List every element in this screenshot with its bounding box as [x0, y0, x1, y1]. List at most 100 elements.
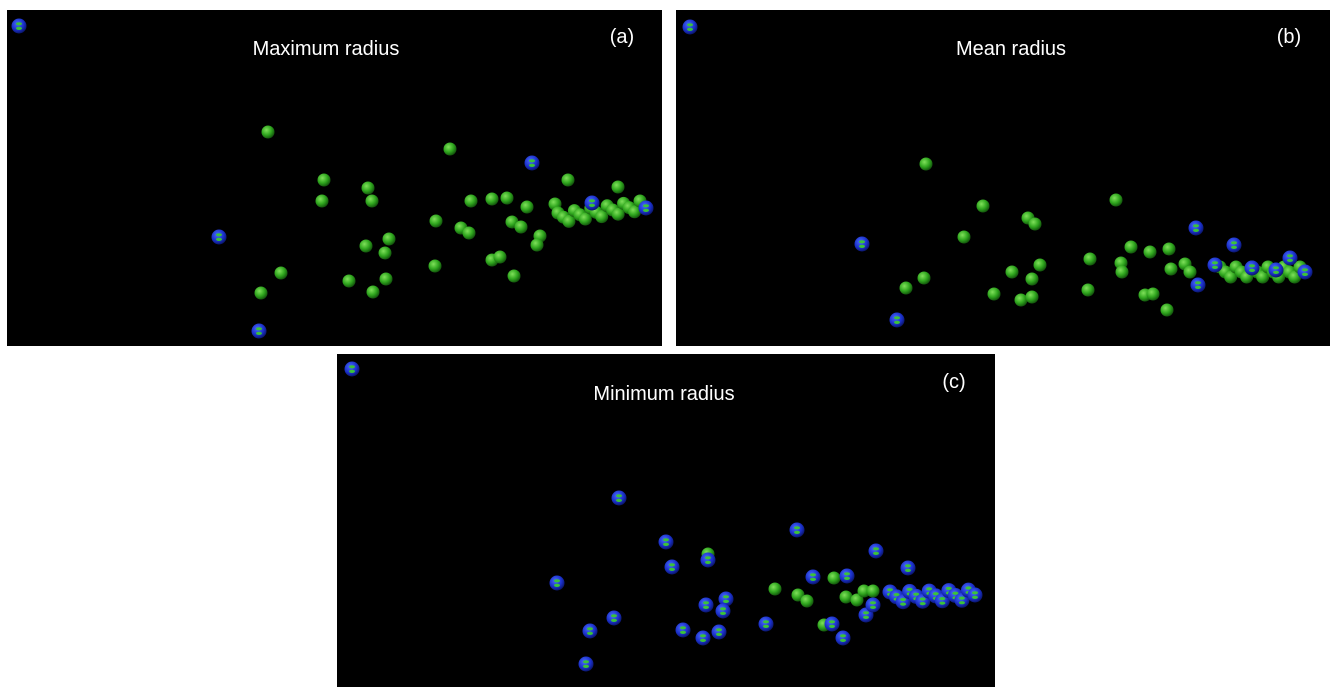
panel-title: Minimum radius — [593, 383, 734, 405]
green-sphere — [769, 583, 782, 596]
green-sphere — [379, 247, 392, 260]
blue-sphere — [869, 544, 884, 559]
green-sphere — [383, 233, 396, 246]
panel-label: (a) — [610, 26, 634, 48]
blue-sphere — [252, 324, 267, 339]
green-sphere — [958, 231, 971, 244]
panel-label: (c) — [942, 371, 965, 393]
blue-sphere — [585, 196, 600, 211]
blue-sphere — [683, 20, 698, 35]
green-sphere — [562, 174, 575, 187]
green-sphere — [918, 272, 931, 285]
green-sphere — [501, 192, 514, 205]
blue-sphere — [825, 617, 840, 632]
green-sphere — [612, 181, 625, 194]
green-sphere — [1084, 253, 1097, 266]
blue-sphere — [836, 631, 851, 646]
blue-sphere — [790, 523, 805, 538]
blue-sphere — [525, 156, 540, 171]
blue-sphere — [607, 611, 622, 626]
green-sphere — [988, 288, 1001, 301]
green-sphere — [867, 585, 880, 598]
green-sphere — [362, 182, 375, 195]
green-sphere — [840, 591, 853, 604]
green-sphere — [1034, 259, 1047, 272]
blue-sphere — [665, 560, 680, 575]
blue-sphere — [579, 657, 594, 672]
green-sphere — [1006, 266, 1019, 279]
blue-sphere — [712, 625, 727, 640]
green-sphere — [262, 126, 275, 139]
green-sphere — [977, 200, 990, 213]
figure: Maximum radius (a) Mean radius (b) Minim… — [0, 0, 1330, 687]
blue-sphere — [12, 19, 27, 34]
green-sphere — [920, 158, 933, 171]
panel-b — [676, 10, 1330, 346]
green-sphere — [1161, 304, 1174, 317]
green-sphere — [515, 221, 528, 234]
green-sphere — [275, 267, 288, 280]
blue-sphere — [583, 624, 598, 639]
blue-sphere — [1191, 278, 1206, 293]
blue-sphere — [659, 535, 674, 550]
green-sphere — [1147, 288, 1160, 301]
blue-sphere — [1189, 221, 1204, 236]
green-sphere — [801, 595, 814, 608]
green-sphere — [521, 201, 534, 214]
green-sphere — [1163, 243, 1176, 256]
blue-sphere — [716, 604, 731, 619]
green-sphere — [366, 195, 379, 208]
green-sphere — [1026, 291, 1039, 304]
page: Maximum radius (a) Mean radius (b) Minim… — [0, 0, 1330, 687]
panel-title: Maximum radius — [253, 38, 400, 60]
green-sphere — [463, 227, 476, 240]
green-sphere — [1125, 241, 1138, 254]
blue-sphere — [840, 569, 855, 584]
green-sphere — [900, 282, 913, 295]
blue-sphere — [550, 576, 565, 591]
green-sphere — [360, 240, 373, 253]
blue-sphere — [855, 237, 870, 252]
blue-sphere — [696, 631, 711, 646]
panel-title: Mean radius — [956, 38, 1066, 60]
green-sphere — [828, 572, 841, 585]
blue-sphere — [701, 553, 716, 568]
blue-sphere — [968, 588, 983, 603]
green-sphere — [1116, 266, 1129, 279]
green-sphere — [508, 270, 521, 283]
green-sphere — [1015, 294, 1028, 307]
green-sphere — [531, 239, 544, 252]
blue-sphere — [612, 491, 627, 506]
green-sphere — [1082, 284, 1095, 297]
blue-sphere — [345, 362, 360, 377]
blue-sphere — [212, 230, 227, 245]
green-sphere — [367, 286, 380, 299]
blue-sphere — [806, 570, 821, 585]
green-sphere — [1144, 246, 1157, 259]
green-sphere — [1165, 263, 1178, 276]
blue-sphere — [901, 561, 916, 576]
green-sphere — [429, 260, 442, 273]
green-sphere — [318, 174, 331, 187]
green-sphere — [444, 143, 457, 156]
blue-sphere — [676, 623, 691, 638]
blue-sphere — [639, 201, 654, 216]
blue-sphere — [1227, 238, 1242, 253]
green-sphere — [1110, 194, 1123, 207]
blue-sphere — [1269, 263, 1284, 278]
green-sphere — [430, 215, 443, 228]
green-sphere — [255, 287, 268, 300]
green-sphere — [1184, 266, 1197, 279]
blue-sphere — [890, 313, 905, 328]
panel-label: (b) — [1277, 26, 1301, 48]
green-sphere — [1029, 218, 1042, 231]
green-sphere — [380, 273, 393, 286]
green-sphere — [494, 251, 507, 264]
green-sphere — [465, 195, 478, 208]
green-sphere — [1026, 273, 1039, 286]
green-sphere — [343, 275, 356, 288]
blue-sphere — [699, 598, 714, 613]
blue-sphere — [1245, 261, 1260, 276]
blue-sphere — [1298, 265, 1313, 280]
green-sphere — [486, 193, 499, 206]
